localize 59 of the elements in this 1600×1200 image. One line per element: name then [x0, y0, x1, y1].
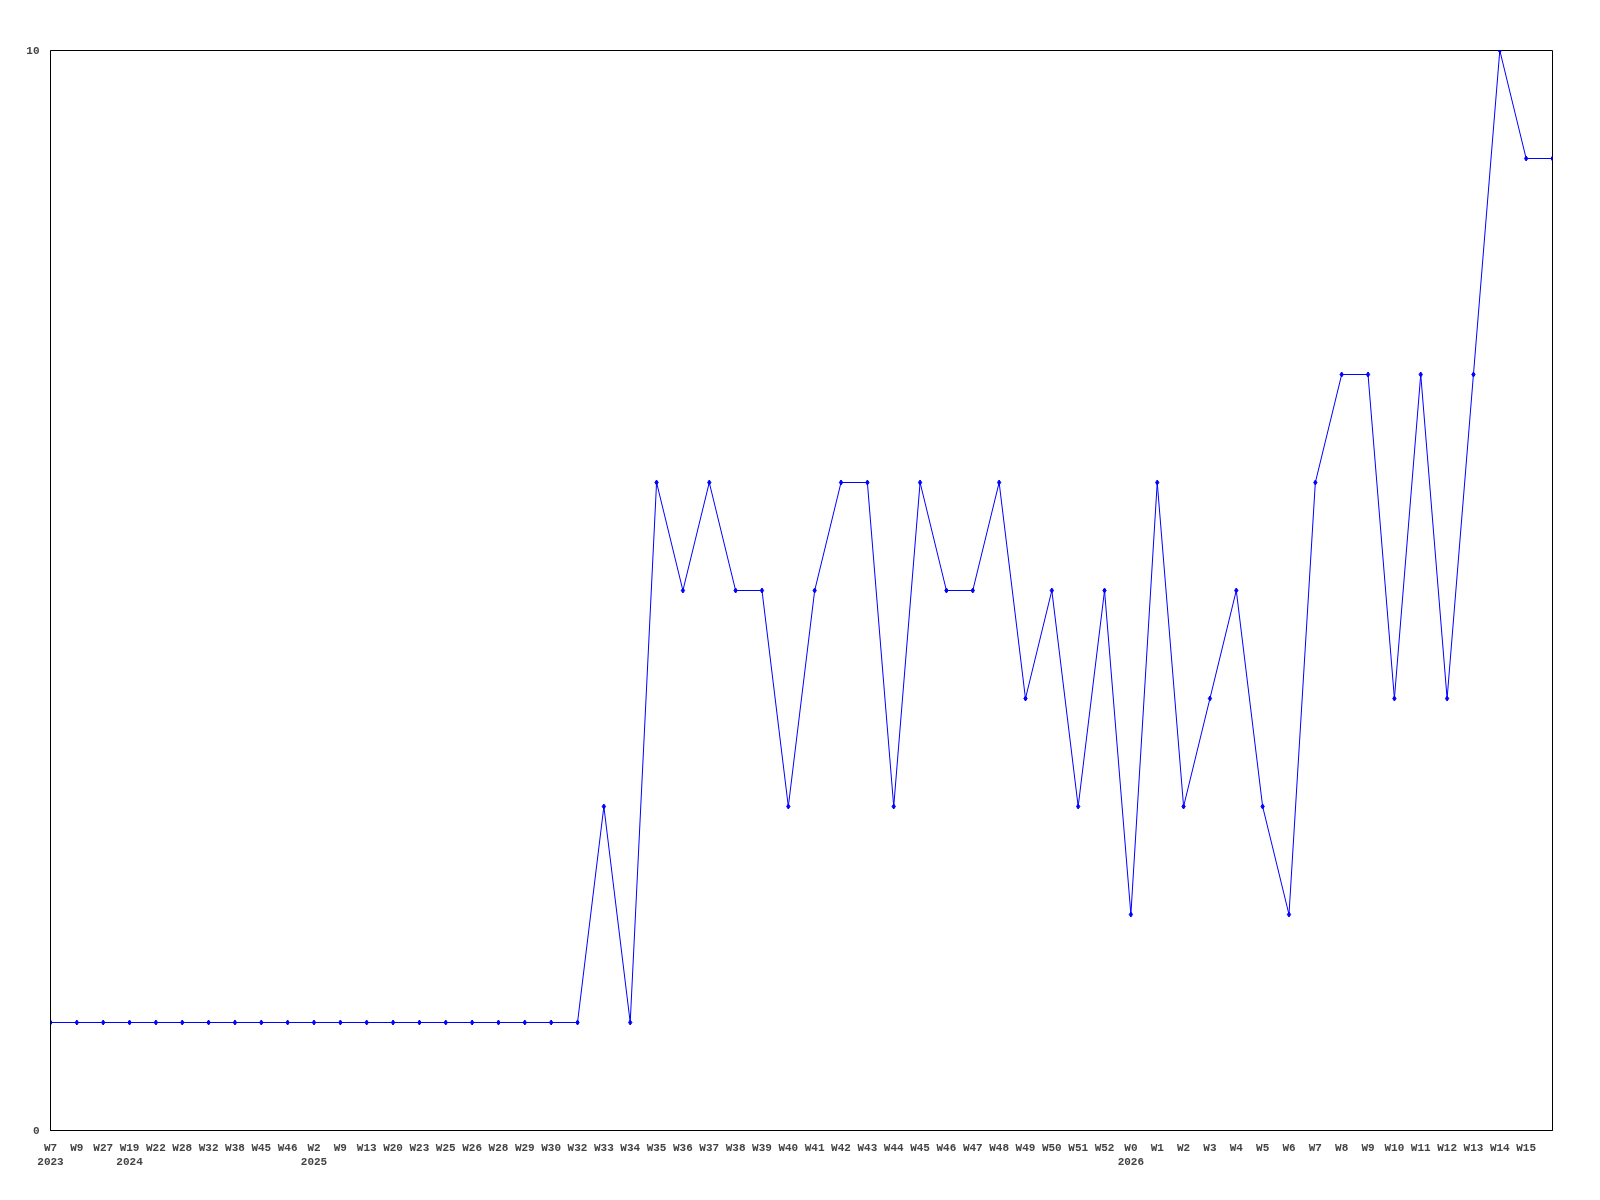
x-tick-label: W11 — [1410, 1141, 1432, 1154]
x-tick-label: W13 — [1463, 1141, 1484, 1154]
x-tick-label: W40 — [778, 1141, 799, 1154]
x-tick-label: W23 — [409, 1141, 430, 1154]
x-tick-label: W41 — [804, 1141, 825, 1154]
x-tick-label: W32 — [198, 1141, 219, 1154]
x-tick-label: W10 — [1384, 1141, 1405, 1154]
x-tick-label: W48 — [989, 1141, 1010, 1154]
y-tick-label: 10 — [26, 45, 40, 57]
x-tick-label: W7 — [1308, 1141, 1322, 1154]
x-tick-label: W30 — [541, 1141, 562, 1154]
x-tick-label: W4 — [1229, 1141, 1244, 1154]
x-tick-label: W7 2023 — [37, 1141, 65, 1168]
x-tick-label: W3 — [1203, 1141, 1217, 1154]
y-tick-label: 0 — [32, 1125, 40, 1137]
x-tick-label: W44 — [883, 1141, 905, 1154]
x-tick-label: W29 — [514, 1141, 535, 1154]
x-tick-label: W46 — [277, 1141, 298, 1154]
x-tick-label: W14 — [1489, 1141, 1511, 1154]
x-tick-label: W26 — [462, 1141, 483, 1154]
x-tick-label: W45 — [910, 1141, 931, 1154]
x-tick-label: W52 — [1094, 1141, 1115, 1154]
x-tick-label: W15 — [1516, 1141, 1537, 1154]
x-tick-label: W33 — [593, 1141, 615, 1154]
x-tick-label: W37 — [699, 1141, 720, 1154]
x-tick-label: W6 — [1282, 1141, 1296, 1154]
x-tick-label: W47 — [962, 1141, 983, 1154]
x-tick-label: W32 — [567, 1141, 588, 1154]
x-tick-label: W46 — [936, 1141, 957, 1154]
x-tick-label: W5 — [1256, 1141, 1270, 1154]
x-tick-label: W34 — [620, 1141, 641, 1154]
x-tick-label: W43 — [857, 1141, 878, 1154]
x-tick-label: W45 — [251, 1141, 272, 1154]
x-tick-label: W12 — [1437, 1141, 1458, 1154]
x-tick-label: W2 — [1176, 1141, 1191, 1154]
x-tick-label: W19 2024 — [116, 1141, 144, 1168]
x-tick-label: W49 — [1015, 1141, 1036, 1154]
x-tick-label: W28 — [172, 1141, 193, 1154]
x-tick-label: W38 — [725, 1141, 746, 1154]
x-tick-label: W39 — [752, 1141, 772, 1154]
x-tick-label: W8 — [1335, 1141, 1349, 1154]
x-tick-label: W20 — [383, 1141, 403, 1154]
x-tick-label: W9 — [1361, 1141, 1375, 1154]
x-tick-label: W1 — [1150, 1141, 1165, 1154]
x-tick-label: W35 — [646, 1141, 667, 1154]
x-tick-label: W36 — [673, 1141, 693, 1154]
x-tick-label: W51 — [1068, 1141, 1089, 1154]
x-tick-label: W22 — [146, 1141, 166, 1154]
x-tick-label: W9 — [333, 1141, 347, 1154]
x-tick-label: W38 — [225, 1141, 246, 1154]
x-tick-label: W13 — [356, 1141, 378, 1154]
x-tick-label: W28 — [488, 1141, 509, 1154]
x-tick-label: W27 — [93, 1141, 114, 1154]
x-tick-label: W0 2026 — [1117, 1141, 1145, 1168]
x-tick-label: W25 — [435, 1141, 457, 1154]
x-tick-label: W42 — [831, 1141, 851, 1154]
x-tick-label: W2 2025 — [300, 1141, 328, 1168]
x-tick-label: W9 — [70, 1141, 84, 1154]
x-tick-label: W50 — [1041, 1141, 1062, 1154]
